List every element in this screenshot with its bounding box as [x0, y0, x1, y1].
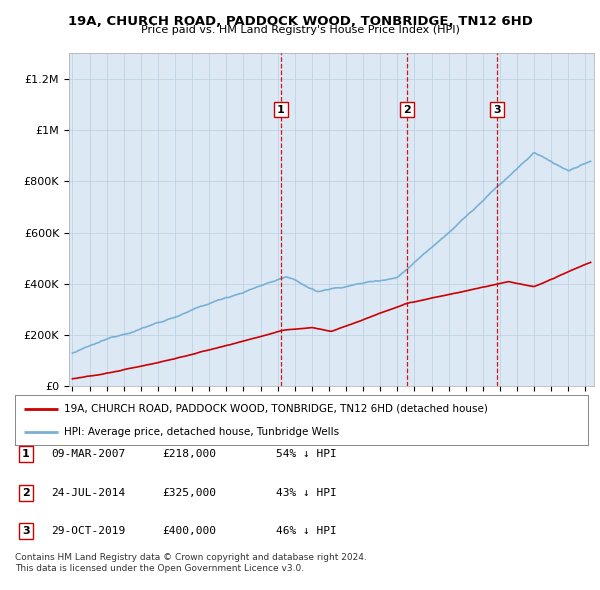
Text: 19A, CHURCH ROAD, PADDOCK WOOD, TONBRIDGE, TN12 6HD (detached house): 19A, CHURCH ROAD, PADDOCK WOOD, TONBRIDG…: [64, 404, 488, 414]
Text: Price paid vs. HM Land Registry's House Price Index (HPI): Price paid vs. HM Land Registry's House …: [140, 25, 460, 35]
Text: 3: 3: [493, 104, 501, 114]
Text: 09-MAR-2007: 09-MAR-2007: [51, 450, 125, 459]
Text: 2: 2: [403, 104, 411, 114]
Text: 1: 1: [277, 104, 285, 114]
Text: 29-OCT-2019: 29-OCT-2019: [51, 526, 125, 536]
Text: 54% ↓ HPI: 54% ↓ HPI: [276, 450, 337, 459]
Text: £400,000: £400,000: [162, 526, 216, 536]
Text: HPI: Average price, detached house, Tunbridge Wells: HPI: Average price, detached house, Tunb…: [64, 427, 339, 437]
Text: 46% ↓ HPI: 46% ↓ HPI: [276, 526, 337, 536]
Text: Contains HM Land Registry data © Crown copyright and database right 2024.
This d: Contains HM Land Registry data © Crown c…: [15, 553, 367, 573]
Text: 2: 2: [22, 488, 29, 497]
Text: 1: 1: [22, 450, 29, 459]
Text: 43% ↓ HPI: 43% ↓ HPI: [276, 488, 337, 497]
Text: 24-JUL-2014: 24-JUL-2014: [51, 488, 125, 497]
Text: £218,000: £218,000: [162, 450, 216, 459]
Text: 3: 3: [22, 526, 29, 536]
Text: £325,000: £325,000: [162, 488, 216, 497]
Text: 19A, CHURCH ROAD, PADDOCK WOOD, TONBRIDGE, TN12 6HD: 19A, CHURCH ROAD, PADDOCK WOOD, TONBRIDG…: [68, 15, 532, 28]
